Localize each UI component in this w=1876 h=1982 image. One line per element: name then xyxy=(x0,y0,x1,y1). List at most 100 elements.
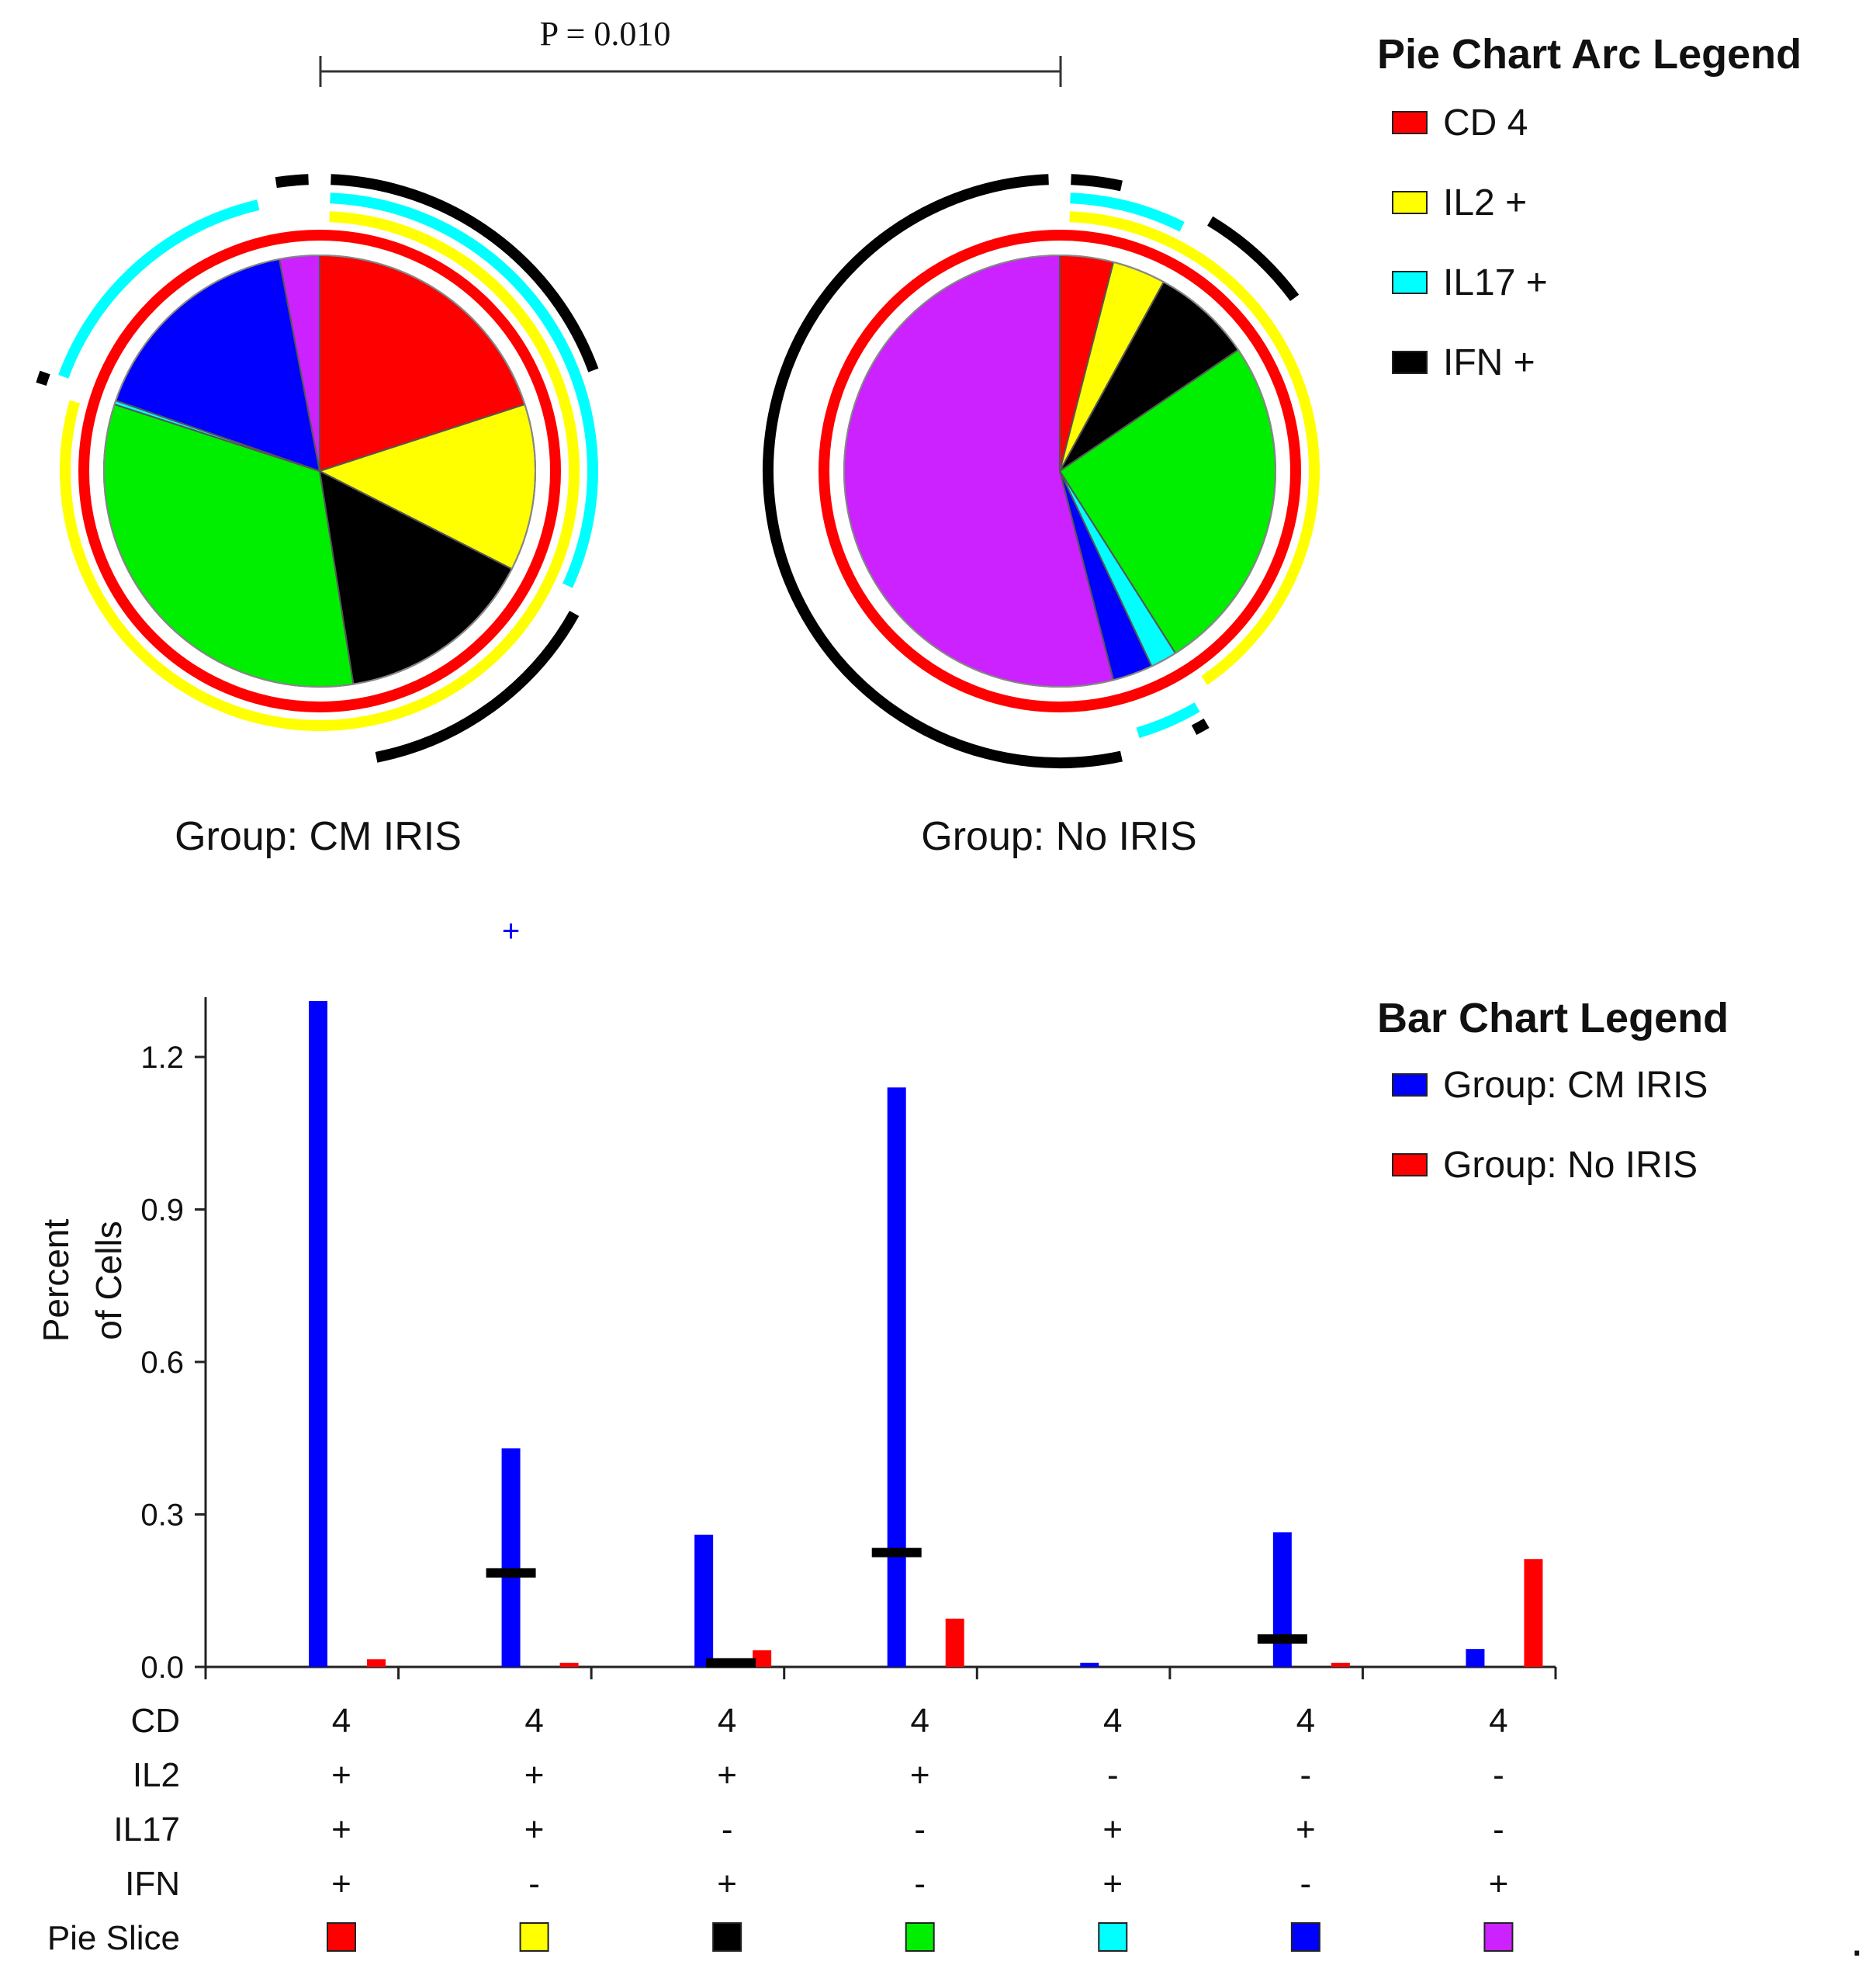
arc-marker-3-segment xyxy=(275,174,309,189)
table-cell-4-1: + xyxy=(331,1865,351,1903)
table-cell-1-3: 4 xyxy=(718,1702,736,1740)
table-cell-2-2: + xyxy=(524,1756,545,1794)
pie-label-no-iris: Group: No IRIS xyxy=(921,814,1196,859)
bar-cm-iris-4 xyxy=(887,1087,906,1667)
arc-cd4-ring xyxy=(819,230,1301,712)
outlier-marker-1: + xyxy=(502,914,520,948)
y-tick-label-3: 0.9 xyxy=(140,1194,184,1228)
table-cell-2-5: - xyxy=(1107,1756,1119,1794)
table-cell-3-2: + xyxy=(524,1810,545,1849)
table-row-label-4: IFN xyxy=(125,1865,180,1903)
arc-marker-3-segment xyxy=(375,611,580,763)
pie-arc-legend: Pie Chart Arc Legend CD 4 IL2 + IL17 + IFN … xyxy=(1377,31,1802,383)
y-tick-label-2: 0.6 xyxy=(140,1346,184,1380)
pie-slice-swatch-3 xyxy=(712,1922,742,1952)
table-cell-4-3: + xyxy=(717,1865,737,1903)
pie-label-cm-iris: Group: CM IRIS xyxy=(175,814,462,859)
pie-slices-cm-iris xyxy=(103,254,536,688)
arc-marker-1-segment xyxy=(60,211,580,731)
arc-marker-3-segment xyxy=(1191,718,1210,736)
median-marker-4 xyxy=(871,1547,922,1558)
pie-legend-swatch-4 xyxy=(1392,351,1428,374)
arc-marker-3-segment xyxy=(763,174,1123,768)
table-cell-4-4: - xyxy=(914,1865,926,1903)
table-cell-1-7: 4 xyxy=(1489,1702,1507,1740)
pie-slice-swatch-7 xyxy=(1483,1922,1514,1952)
table-cell-1-4: 4 xyxy=(910,1702,929,1740)
arc-cd4-ring xyxy=(78,230,561,712)
table-row-label-2: IL2 xyxy=(133,1756,180,1794)
table-cell-3-6: + xyxy=(1296,1810,1316,1849)
table-cell-4-7: + xyxy=(1489,1865,1509,1903)
median-marker-6 xyxy=(1257,1634,1307,1644)
table-cell-2-1: + xyxy=(331,1756,351,1794)
bar-y-axis-label: Percent of Cells xyxy=(36,1219,129,1343)
pie-outline xyxy=(843,255,1276,688)
pie-slices-no-iris xyxy=(843,254,1276,688)
arc-marker-3-segment xyxy=(1071,174,1123,192)
footer-mark: . xyxy=(1850,1914,1864,1966)
arc-marker-3-segment xyxy=(331,174,599,372)
bar-cm-iris-2 xyxy=(501,1448,521,1667)
pie-legend-swatch-2 xyxy=(1392,191,1428,214)
table-cell-1-1: 4 xyxy=(332,1702,351,1740)
pie-arcs-no-iris xyxy=(763,174,1320,768)
y-tick-label-0: 0.0 xyxy=(140,1651,184,1685)
pie-legend-label-3: IL17 + xyxy=(1443,262,1548,303)
pie-legend-swatch-3 xyxy=(1392,271,1428,294)
table-row-label-5: Pie Slice xyxy=(47,1919,180,1957)
bar-chart: 0.0 0.3 0.6 0.9 1.2 Percent of Cells + xyxy=(36,914,1557,1685)
table-cell-2-4: + xyxy=(910,1756,930,1794)
bar-legend-swatch-2 xyxy=(1392,1153,1428,1176)
bar-no-iris-4 xyxy=(945,1618,964,1667)
table-row-label-1: CD xyxy=(130,1702,180,1740)
arc-marker-2-segment xyxy=(1136,702,1200,739)
pvalue-bracket: P = 0.010 xyxy=(319,15,1062,87)
table-cell-2-7: - xyxy=(1493,1756,1504,1794)
table-cell-1-6: 4 xyxy=(1296,1702,1315,1740)
bar-legend-label-2: Group: No IRIS xyxy=(1443,1145,1698,1186)
table-cell-4-5: + xyxy=(1102,1865,1123,1903)
pie-slice-swatch-2 xyxy=(519,1922,549,1952)
pie-arc-legend-title: Pie Chart Arc Legend xyxy=(1377,31,1802,78)
y-axis-label-line-2: of Cells xyxy=(88,1221,129,1339)
pie-arcs-cm-iris xyxy=(36,174,599,763)
table-cell-2-6: - xyxy=(1300,1756,1312,1794)
y-tick-label-1: 0.3 xyxy=(140,1499,184,1533)
arc-marker-3-tick xyxy=(36,370,50,386)
pie-chart-no-iris: Group: No IRIS xyxy=(763,174,1320,859)
pie-chart-cm-iris: Group: CM IRIS xyxy=(36,174,599,859)
table-cell-3-7: - xyxy=(1493,1810,1504,1849)
bar-no-iris-3 xyxy=(753,1650,772,1667)
y-axis-label-line-1: Percent xyxy=(36,1219,76,1343)
bar-no-iris-1 xyxy=(367,1659,386,1667)
table-cell-4-2: - xyxy=(528,1865,540,1903)
y-tick-label-4: 1.2 xyxy=(140,1041,184,1075)
pie-slice-swatch-5 xyxy=(1098,1922,1128,1952)
pie-slice-swatch-1 xyxy=(327,1922,356,1952)
table-cell-3-1: + xyxy=(331,1810,351,1849)
table-cell-3-3: - xyxy=(722,1810,733,1849)
bar-no-iris-2 xyxy=(559,1662,579,1667)
bar-legend-title: Bar Chart Legend xyxy=(1377,995,1729,1041)
bar-chart-legend: Bar Chart Legend Group: CM IRIS Group: No… xyxy=(1377,995,1729,1186)
bar-no-iris-7 xyxy=(1524,1559,1543,1667)
median-marker-2 xyxy=(486,1568,536,1578)
bar-cm-iris-3 xyxy=(694,1534,714,1667)
arc-marker-3-segment xyxy=(1207,216,1300,302)
bar-cm-iris-6 xyxy=(1272,1532,1292,1667)
pvalue-text: P = 0.010 xyxy=(540,15,671,53)
arc-marker-2-segment xyxy=(1070,192,1185,232)
median-marker-3 xyxy=(706,1658,756,1668)
pie-legend-label-4: IFN + xyxy=(1443,342,1535,383)
bar-cm-iris-1 xyxy=(309,1000,327,1667)
arc-marker-2-segment xyxy=(58,199,260,379)
bar-legend-label-1: Group: CM IRIS xyxy=(1443,1065,1708,1106)
bar-legend-swatch-1 xyxy=(1392,1073,1428,1097)
pie-legend-label-2: IL2 + xyxy=(1443,182,1527,223)
table-cell-1-5: 4 xyxy=(1103,1702,1122,1740)
pie-slice-swatch-4 xyxy=(905,1922,935,1952)
table-row-label-3: IL17 xyxy=(113,1810,180,1849)
pie-legend-label-1: CD 4 xyxy=(1443,102,1528,144)
